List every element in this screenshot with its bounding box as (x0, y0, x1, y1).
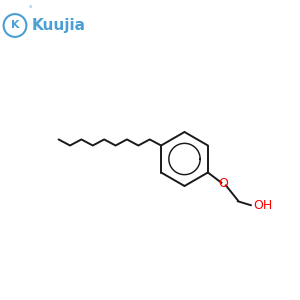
Text: K: K (11, 20, 19, 31)
Text: °: ° (28, 7, 31, 13)
Text: OH: OH (253, 199, 272, 212)
Text: Kuujia: Kuujia (32, 18, 86, 33)
Text: O: O (218, 177, 228, 190)
